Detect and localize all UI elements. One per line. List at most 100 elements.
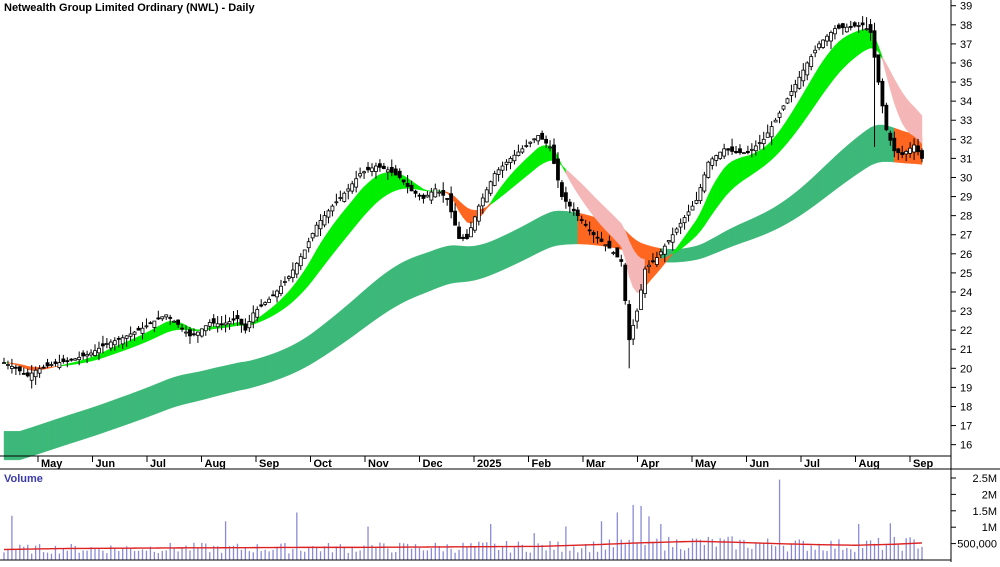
- long-band-segment: [756, 215, 760, 237]
- month-tick-label: Sep: [259, 458, 279, 470]
- long-band-segment: [206, 369, 210, 399]
- long-band-segment: [269, 354, 273, 383]
- long-band-segment: [388, 269, 392, 311]
- candle-body: [378, 164, 381, 168]
- long-band-segment: [483, 243, 487, 278]
- short-band-segment: [344, 206, 348, 240]
- candle-body: [295, 263, 298, 274]
- candle-body: [272, 295, 275, 296]
- short-band-segment: [352, 196, 356, 230]
- long-band-segment: [538, 216, 542, 253]
- long-band-segment: [293, 343, 297, 373]
- long-band-segment: [210, 368, 214, 397]
- long-band-segment: [803, 183, 807, 214]
- candle-body: [909, 148, 912, 153]
- candle-body: [188, 330, 191, 336]
- candle-body: [889, 133, 892, 140]
- long-band-segment: [222, 366, 226, 395]
- long-band-segment: [768, 209, 772, 233]
- long-band-segment: [732, 226, 736, 246]
- long-band-segment: [693, 246, 697, 260]
- candle-body: [647, 265, 650, 266]
- candle-body: [347, 189, 350, 191]
- price-tick-label: 30: [960, 172, 972, 184]
- month-tick-label: Mar: [586, 458, 606, 470]
- long-band-segment: [166, 379, 170, 410]
- candle-body: [442, 190, 445, 195]
- candle-body: [723, 149, 726, 156]
- candle-body: [556, 159, 559, 180]
- volume-tick-label: 2.5M: [973, 473, 997, 485]
- long-band-segment: [404, 260, 408, 302]
- long-band-segment: [443, 246, 447, 285]
- long-band-segment: [906, 132, 910, 163]
- candle-body: [568, 202, 571, 206]
- candle-body: [382, 166, 385, 168]
- long-band-segment: [780, 202, 784, 228]
- month-tick-label: Apr: [641, 458, 661, 470]
- long-band-segment: [882, 125, 886, 162]
- long-band-segment: [40, 424, 44, 454]
- candle-body: [901, 153, 904, 155]
- short-band-segment: [115, 345, 119, 354]
- long-band-segment: [20, 430, 24, 460]
- short-band-segment: [736, 158, 740, 186]
- long-band-segment: [851, 139, 855, 178]
- month-tick-label: Jun: [96, 458, 116, 470]
- candle-body: [802, 70, 805, 81]
- long-band-segment: [550, 211, 554, 247]
- candle-body: [853, 23, 856, 26]
- candle-body: [497, 170, 500, 175]
- candle-body: [917, 146, 920, 152]
- long-band-segment: [708, 239, 712, 256]
- price-tick-label: 32: [960, 134, 972, 146]
- candle-body: [450, 194, 453, 212]
- long-band-segment: [641, 243, 645, 260]
- month-tick-label: Jun: [750, 458, 770, 470]
- long-band-segment: [372, 281, 376, 322]
- candle-body: [731, 147, 734, 152]
- short-band-segment: [827, 50, 831, 88]
- long-band-segment: [522, 224, 526, 260]
- candle-body: [169, 317, 172, 318]
- price-tick-label: 16: [960, 440, 972, 452]
- long-band-segment: [784, 199, 788, 226]
- long-band-segment: [182, 374, 186, 404]
- candle-body: [683, 218, 686, 223]
- long-band-segment: [285, 347, 289, 376]
- candle-body: [141, 328, 144, 333]
- candle-body: [873, 31, 876, 57]
- long-band-segment: [309, 333, 313, 365]
- candle-body: [402, 180, 405, 182]
- long-band-segment: [416, 255, 420, 296]
- long-band-segment: [348, 301, 352, 339]
- candle-body: [719, 152, 722, 158]
- long-band-segment: [696, 245, 700, 260]
- candle-body: [252, 313, 255, 322]
- candle-body: [711, 159, 714, 166]
- candle-body: [509, 158, 512, 162]
- candle-body: [822, 40, 825, 47]
- short-band-segment: [756, 150, 760, 171]
- price-tick-label: 18: [960, 401, 972, 413]
- candle-body: [287, 277, 290, 279]
- long-band-segment: [170, 377, 174, 408]
- candle-body: [877, 55, 880, 82]
- candle-body: [687, 212, 690, 215]
- short-band-segment: [902, 92, 906, 129]
- candle-body: [10, 366, 13, 368]
- candle-body: [636, 311, 639, 321]
- candle-body: [224, 323, 227, 325]
- candle-body: [22, 373, 25, 374]
- short-band-segment: [760, 148, 764, 169]
- candle-body: [220, 324, 223, 325]
- candle-body: [501, 166, 504, 170]
- candle-body: [30, 373, 33, 380]
- candle-body: [691, 206, 694, 210]
- long-band-segment: [317, 327, 321, 361]
- candle-body: [553, 145, 556, 163]
- candle-body: [454, 211, 457, 225]
- short-band-segment: [752, 153, 756, 175]
- long-band-segment: [712, 237, 716, 255]
- candle-body: [149, 323, 152, 324]
